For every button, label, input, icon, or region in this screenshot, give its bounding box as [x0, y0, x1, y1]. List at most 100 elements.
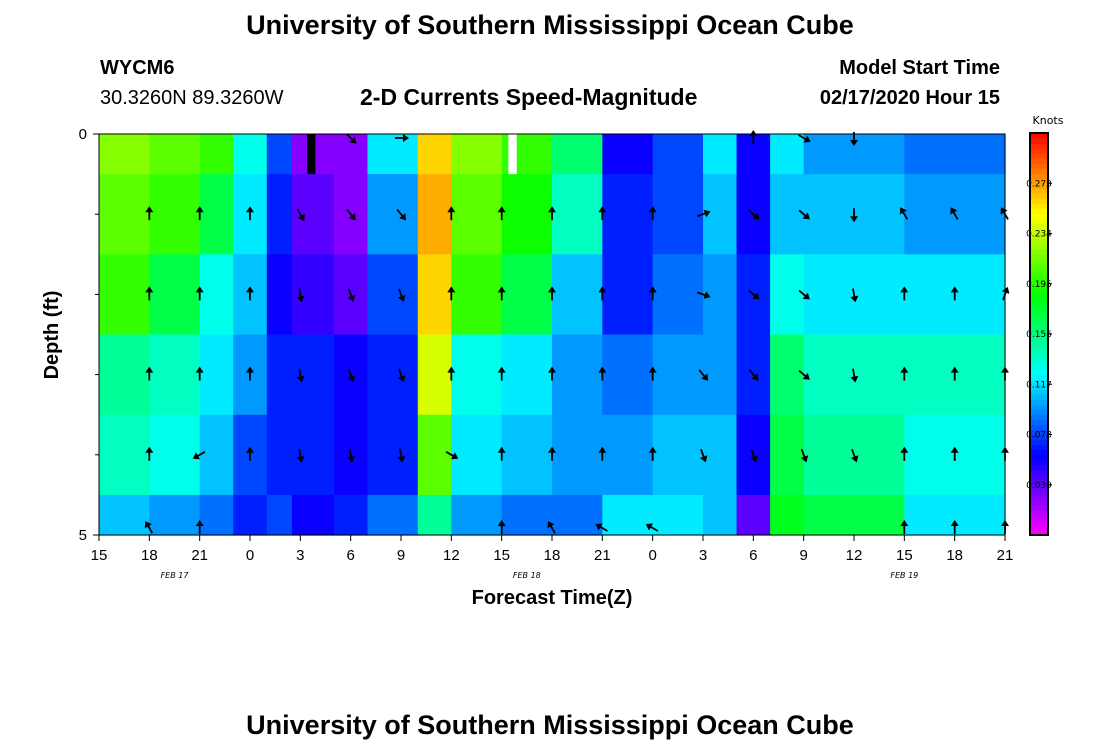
heatmap-cell [417, 174, 452, 255]
current-arrow [395, 134, 409, 142]
colorbar-segment [1030, 318, 1048, 325]
current-arrow [246, 446, 254, 461]
heatmap-cell [652, 254, 704, 336]
current-arrow [347, 448, 355, 463]
heatmap-cell [199, 414, 234, 496]
station-coords: 30.3260N 89.3260W [100, 87, 284, 109]
heatmap-cell [417, 414, 452, 496]
heatmap-cell [149, 494, 201, 536]
current-arrow [798, 134, 811, 143]
current-arrow [598, 366, 607, 381]
heatmap-cell [451, 414, 503, 496]
missing-cell [508, 134, 517, 175]
colorbar-segment [1030, 374, 1048, 380]
colorbar-segment [1030, 273, 1048, 280]
heatmap-cell [291, 254, 335, 336]
heatmap-cell [770, 254, 805, 336]
page-title: University of Southern Mississippi Ocean… [246, 10, 854, 40]
colorbar-segment [1030, 188, 1048, 194]
missing-cells [307, 134, 517, 175]
colorbar-segment [1030, 359, 1048, 365]
x-tick-label: 21 [997, 547, 1014, 564]
colorbar-segment [1030, 429, 1048, 436]
current-arrow [900, 520, 909, 534]
colorbar-segment [1030, 509, 1048, 516]
heatmap-cell [266, 254, 293, 336]
colorbar-segment [1030, 524, 1048, 531]
colorbar-segment [1030, 153, 1048, 159]
colorbar-segment [1030, 193, 1048, 199]
colorbar-segment [1030, 258, 1048, 265]
colorbar-segment [1030, 323, 1048, 330]
colorbar-segment [1030, 218, 1048, 225]
heatmap-cell [291, 414, 335, 496]
colorbar-segment [1030, 454, 1048, 461]
current-arrow [598, 446, 607, 461]
colorbar-segment [1030, 479, 1048, 486]
current-arrow [899, 207, 909, 220]
x-tick-label: 12 [846, 547, 863, 564]
colorbar-segment [1030, 298, 1048, 305]
heatmap-cell [552, 334, 603, 416]
date-label: FEB 19 [890, 571, 918, 580]
colorbar-segment [1030, 168, 1048, 174]
heatmap-cell [451, 134, 503, 175]
x-tick-label: 18 [544, 547, 561, 564]
colorbar-segment [1030, 474, 1048, 481]
heatmap-cell [501, 174, 553, 255]
current-arrow [748, 209, 760, 220]
heatmap-cell [233, 494, 268, 536]
heatmap-cell [199, 334, 234, 416]
heatmap-cell [451, 174, 503, 255]
heatmap-cell [602, 334, 654, 416]
heatmap-cell [602, 494, 654, 536]
heatmap-cell [199, 134, 234, 175]
current-arrow [548, 206, 556, 221]
colorbar-segment [1030, 268, 1048, 275]
current-arrow [195, 520, 204, 534]
current-arrow [850, 288, 859, 303]
current-arrow [445, 451, 459, 460]
colorbar-segment [1030, 208, 1048, 214]
current-arrow [950, 366, 959, 381]
colorbar-segment [1030, 173, 1048, 179]
current-arrow [296, 288, 305, 303]
current-arrow [195, 206, 204, 221]
heatmap-cell [417, 494, 452, 536]
colorbar-segment [1030, 143, 1048, 149]
current-arrow [648, 206, 657, 221]
current-arrow [950, 446, 959, 461]
colorbar-segment [1030, 404, 1048, 410]
current-arrow [798, 370, 810, 380]
heatmap-cell [149, 174, 201, 255]
heatmap-cell [367, 134, 419, 175]
current-arrow [548, 366, 556, 381]
colorbar-segment [1030, 288, 1048, 295]
heatmap-cell [703, 134, 738, 175]
current-arrow [345, 133, 357, 144]
x-tick-label: 18 [141, 547, 158, 564]
colorbar-segment [1030, 334, 1048, 340]
colorbar-segment [1030, 148, 1048, 154]
current-arrow [497, 366, 506, 381]
colorbar-segment [1030, 364, 1048, 370]
heatmap-cell [417, 334, 452, 416]
heatmap-cell [367, 254, 419, 336]
heatmap-cell [149, 334, 201, 416]
heatmap-cell [333, 494, 369, 536]
colorbar-title: Knots [1033, 114, 1064, 127]
colorbar-segment [1030, 519, 1048, 526]
heatmap-cell [770, 174, 805, 255]
current-arrow [850, 368, 859, 383]
current-arrow [296, 368, 305, 383]
chart-title: 2-D Currents Speed-Magnitude [360, 84, 698, 110]
heatmap-cell [367, 494, 419, 536]
heatmap-cell [703, 494, 738, 536]
colorbar-segment [1030, 399, 1048, 405]
date-label: FEB 18 [513, 571, 541, 580]
colorbar-segment [1030, 278, 1048, 285]
y-axis-label: Depth (ft) [41, 291, 63, 380]
current-arrow [145, 446, 154, 461]
colorbar-segment [1030, 163, 1048, 169]
